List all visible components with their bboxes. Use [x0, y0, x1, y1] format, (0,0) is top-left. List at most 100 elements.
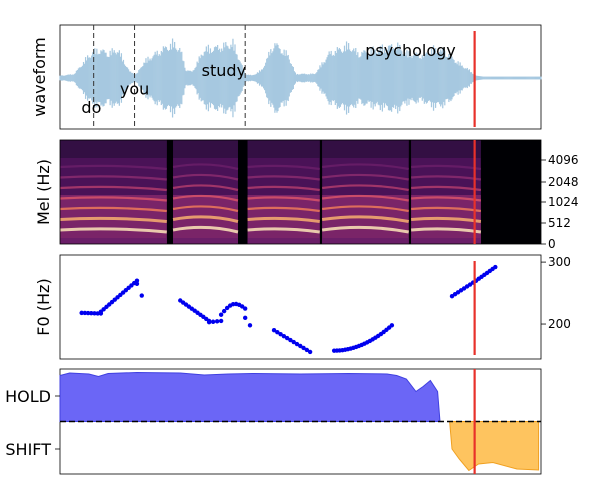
- f0-point: [307, 349, 313, 355]
- mel-ylabel: Mel (Hz): [34, 159, 53, 225]
- mel-harmonic-band: [321, 173, 409, 181]
- f0-panel: 200 300 F0 (Hz): [34, 254, 571, 360]
- f0-point: [291, 339, 296, 345]
- mel-tick-label: 2048: [548, 175, 579, 189]
- mel-harmonic-band: [59, 216, 167, 223]
- mel-segment-highband: [60, 140, 167, 158]
- f0-points: [79, 264, 498, 355]
- f0-point: [210, 319, 216, 324]
- mel-harmonic-band: [59, 164, 167, 171]
- mel-harmonic-band: [59, 227, 167, 234]
- word-label-study: study: [202, 61, 246, 80]
- mel-harmonic-band: [321, 225, 409, 234]
- mel-harmonic-band: [172, 194, 239, 202]
- mel-harmonic-band: [172, 173, 239, 181]
- f0-point: [288, 337, 293, 343]
- f0-point: [139, 293, 144, 298]
- waveform-ylabel: waveform: [30, 37, 49, 117]
- f0-point: [214, 319, 220, 324]
- turn-tick-label-shift: SHIFT: [5, 440, 51, 459]
- mel-harmonic-band: [247, 196, 320, 202]
- mel-harmonic-band: [172, 205, 239, 213]
- mel-harmonic-band: [247, 175, 320, 181]
- word-label-do: do: [81, 98, 101, 117]
- f0-point: [218, 312, 224, 317]
- f0-point: [298, 343, 303, 349]
- mel-harmonic-band: [59, 196, 167, 202]
- mel-harmonic-band: [321, 163, 409, 171]
- mel-harmonic-band: [59, 185, 167, 192]
- mel-harmonic-band: [321, 215, 409, 223]
- mel-harmonic-band: [59, 175, 167, 181]
- mel-spectrogram-heatmap: [59, 140, 482, 244]
- mel-tick-label: 1024: [548, 195, 579, 209]
- f0-point: [221, 308, 227, 314]
- mel-spectrogram-panel: 0 512 1024 2048 4096 Mel (Hz): [34, 139, 579, 251]
- f0-tick-label: 300: [548, 255, 571, 269]
- mel-harmonic-band: [247, 185, 320, 192]
- mel-yaxis-ticks: 0 512 1024 2048 4096: [541, 153, 579, 251]
- f0-point: [294, 341, 300, 347]
- mel-tick-label: 4096: [548, 153, 579, 167]
- turn-taking-panel: HOLD SHIFT: [5, 368, 542, 475]
- f0-point: [85, 310, 91, 316]
- f0-point: [493, 264, 498, 270]
- mel-segment-highband: [173, 140, 238, 158]
- f0-ylabel: F0 (Hz): [34, 278, 53, 335]
- f0-point: [95, 311, 100, 316]
- word-label-psychology: psychology: [365, 41, 456, 60]
- f0-point: [134, 278, 140, 283]
- f0-point: [92, 311, 97, 316]
- f0-point: [284, 335, 290, 341]
- f0-point: [89, 310, 94, 316]
- f0-point: [218, 318, 224, 324]
- mel-segment-floor: [60, 238, 167, 244]
- f0-point: [242, 315, 248, 321]
- mel-harmonic-band: [247, 227, 320, 234]
- f0-point: [271, 328, 277, 333]
- f0-point: [242, 306, 248, 311]
- waveform-trace: [59, 38, 542, 118]
- mel-segment-highband: [247, 140, 320, 158]
- mel-tick-label: 0: [548, 237, 556, 251]
- mel-harmonic-band: [321, 205, 409, 213]
- f0-point: [281, 333, 287, 339]
- word-boundaries: [93, 25, 246, 129]
- mel-segment-highband: [411, 140, 481, 158]
- f0-point: [79, 310, 84, 316]
- mel-harmonic-band: [247, 164, 320, 171]
- mel-spectrogram-axes: [59, 139, 542, 245]
- mel-tick-label: 512: [548, 216, 571, 230]
- shift-probability-area: [449, 421, 540, 472]
- turn-yaxis-ticks: HOLD SHIFT: [5, 387, 60, 459]
- mel-harmonic-band: [172, 225, 239, 234]
- f0-point: [278, 331, 283, 337]
- f0-point: [389, 323, 395, 328]
- mel-segment-floor: [173, 238, 238, 244]
- mel-harmonic-band: [247, 206, 320, 213]
- mel-harmonic-band: [172, 163, 239, 171]
- mel-harmonic-band: [247, 216, 320, 223]
- f0-point: [247, 323, 253, 328]
- f0-point: [134, 281, 140, 286]
- f0-point: [224, 305, 230, 311]
- f0-point: [301, 345, 306, 351]
- mel-segment-floor: [247, 238, 320, 244]
- f0-point: [206, 319, 212, 325]
- word-label-you: you: [120, 79, 149, 98]
- mel-harmonic-band: [59, 206, 167, 213]
- f0-tick-label: 200: [548, 317, 571, 331]
- mel-harmonic-band: [321, 194, 409, 202]
- mel-segment-floor: [322, 238, 409, 244]
- f0-point: [275, 329, 280, 335]
- hold-probability-area: [59, 371, 441, 422]
- mel-segment-highband: [322, 140, 409, 158]
- mel-harmonic-band: [172, 184, 239, 192]
- mel-segment-floor: [411, 238, 481, 244]
- turn-tick-label-hold: HOLD: [5, 387, 51, 406]
- f0-axes: [59, 254, 542, 360]
- f0-point: [304, 347, 310, 353]
